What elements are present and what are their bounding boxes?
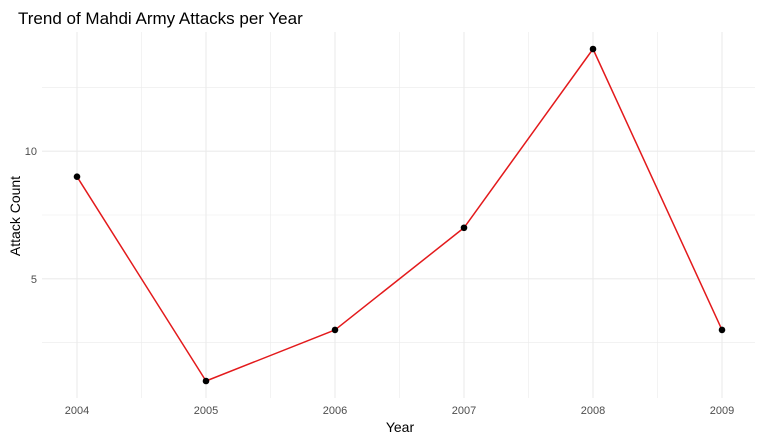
- data-point: [718, 326, 726, 334]
- x-tick-label: 2009: [710, 405, 734, 417]
- data-points: [73, 45, 726, 385]
- x-axis-title: Year: [386, 419, 415, 435]
- grid-minor-lines: [42, 32, 755, 398]
- chart-title: Trend of Mahdi Army Attacks per Year: [18, 9, 303, 28]
- series-line: [76, 48, 723, 382]
- data-point: [331, 326, 339, 334]
- data-point: [589, 45, 597, 53]
- x-tick-label: 2004: [65, 405, 89, 417]
- y-tick-label: 5: [31, 274, 37, 286]
- x-tick-label: 2008: [581, 405, 605, 417]
- grid-major-lines: [42, 32, 755, 398]
- data-point: [460, 224, 468, 232]
- y-axis-title: Attack Count: [7, 176, 23, 256]
- data-point: [202, 377, 210, 385]
- y-tick-label: 10: [25, 146, 37, 158]
- y-axis-ticks: 5 10: [25, 146, 37, 286]
- data-point: [73, 173, 81, 180]
- x-tick-label: 2005: [194, 405, 218, 417]
- x-tick-label: 2007: [452, 405, 476, 417]
- x-axis-ticks: 2004 2005 2006 2007 2008 2009: [65, 405, 734, 417]
- x-tick-label: 2006: [323, 405, 347, 417]
- series-attacks: [76, 48, 723, 382]
